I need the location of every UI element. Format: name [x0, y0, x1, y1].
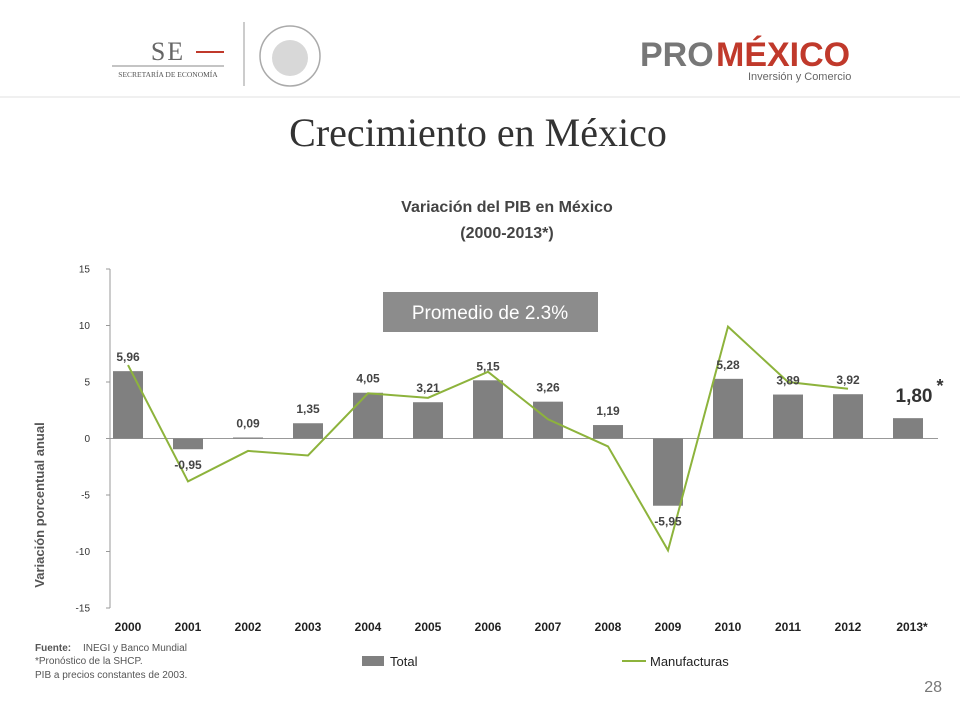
value-label: 3,21	[416, 381, 440, 395]
y-tick-label: -10	[76, 547, 91, 558]
bar	[473, 380, 503, 439]
mexico-logo: MÉXICO	[716, 36, 850, 74]
note: *Pronóstico de la SHCP.	[35, 656, 143, 667]
bar	[713, 378, 743, 439]
x-tick-label: 2001	[175, 620, 202, 634]
value-label: 3,89	[776, 374, 800, 388]
value-label: -0,95	[174, 458, 202, 472]
bar	[353, 392, 383, 439]
value-label: 4,05	[356, 372, 380, 386]
value-label: 5,96	[116, 350, 140, 364]
x-tick-label: 2000	[115, 620, 142, 634]
value-label-forecast: 1,80	[896, 386, 933, 407]
legend-label: Manufacturas	[650, 654, 729, 669]
x-tick-label: 2006	[475, 620, 502, 634]
x-tick-label: 2010	[715, 620, 742, 634]
bar	[293, 423, 323, 439]
bar	[173, 438, 203, 450]
value-label: -5,95	[654, 515, 682, 529]
x-tick-label: 2003	[295, 620, 322, 634]
source-label: Fuente:	[35, 643, 71, 654]
annotation: Promedio de 2.3%	[412, 303, 568, 324]
x-tick-label: 2008	[595, 620, 622, 634]
value-label: 1,35	[296, 402, 320, 416]
value-label: 3,92	[836, 373, 860, 387]
line	[127, 324, 849, 553]
se-name: SECRETARÍA DE ECONOMÍA	[118, 69, 218, 79]
value-label: 5,28	[716, 358, 740, 372]
y-tick-label: 10	[79, 321, 91, 332]
bar	[113, 371, 143, 439]
x-tick-label: 2009	[655, 620, 682, 634]
chart-title: Variación del PIB en México	[401, 199, 613, 216]
pro-logo: PRO	[640, 36, 714, 74]
bar	[413, 402, 443, 439]
bar	[653, 438, 683, 506]
x-tick-label: 2005	[415, 620, 442, 634]
y-tick-label: 5	[84, 378, 90, 389]
note: PIB a precios constantes de 2003.	[35, 670, 187, 681]
x-tick-label: 2004	[355, 620, 382, 634]
y-tick-label: -5	[81, 491, 90, 502]
slide-title: Crecimiento en México	[289, 110, 667, 155]
bar	[893, 418, 923, 439]
y-tick-label: -15	[76, 604, 91, 615]
legend-swatch	[362, 656, 384, 666]
x-tick-label: 2011	[775, 620, 801, 634]
x-tick-label: 2007	[535, 620, 562, 634]
page-number: 28	[924, 679, 942, 696]
se-logo: SE	[151, 37, 185, 66]
emblem	[259, 25, 321, 87]
x-tick-label: 2013*	[896, 620, 928, 634]
forecast-mark: *	[936, 376, 943, 396]
source: INEGI y Banco Mundial	[83, 643, 187, 654]
legend-label: Total	[390, 654, 418, 669]
header-band	[0, 0, 960, 97]
x-tick-label: 2012	[835, 620, 862, 634]
chart-subtitle: (2000-2013*)	[460, 225, 553, 242]
value-label: 1,19	[596, 404, 620, 418]
value-label: 5,15	[476, 359, 500, 373]
y-tick-label: 0	[84, 434, 90, 445]
annotation-box	[383, 292, 598, 332]
bar	[773, 394, 803, 439]
x-tick-label: 2002	[235, 620, 262, 634]
bar	[833, 394, 863, 439]
y-tick-label: 15	[79, 265, 91, 276]
pro-tagline: Inversión y Comercio	[748, 71, 851, 83]
bar	[233, 437, 263, 439]
y-axis-label: Variación porcentual anual	[32, 422, 47, 587]
bar	[593, 425, 623, 439]
value-label: 3,26	[536, 381, 560, 395]
emblem-eagle	[272, 40, 308, 76]
value-label: 0,09	[236, 416, 260, 430]
